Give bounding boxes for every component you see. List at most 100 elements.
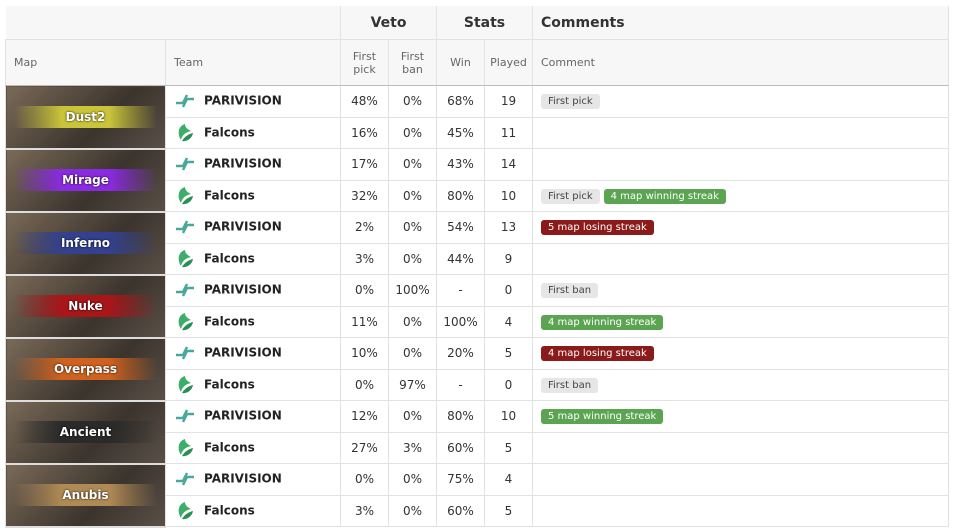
table-body: Dust2 PARIVISION 48% 0% 68% 19 First pick Falco… — [5, 85, 949, 528]
team-name: PARIVISION — [204, 282, 282, 297]
team-row: Falcons 3% 0% 60% 5 — [6, 494, 949, 527]
stat-cell: 16% — [340, 116, 389, 149]
team-logo — [176, 346, 194, 360]
team-cell: PARIVISION — [165, 463, 341, 496]
team-name: PARIVISION — [204, 219, 282, 234]
team-row: Falcons 27% 3% 60% 5 — [6, 431, 949, 464]
stat-cell: 0% — [388, 494, 437, 527]
comment-tag: 4 map winning streak — [603, 188, 726, 204]
comment-tag: First pick — [541, 94, 600, 110]
team-name: Falcons — [204, 188, 255, 203]
stat-cell: 12% — [340, 400, 389, 433]
stat-cell: 45% — [436, 116, 485, 149]
team-logo — [176, 220, 194, 234]
comment-tag: 4 map winning streak — [541, 314, 664, 330]
stat-cell: 0% — [340, 463, 389, 496]
stat-cell: 100% — [388, 274, 437, 307]
stat-cell: 2% — [340, 211, 389, 244]
map-name: Anubis — [6, 484, 165, 506]
team-row: Mirage PARIVISION 17% 0% 43% 14 — [5, 148, 949, 213]
team-logo — [178, 501, 193, 519]
team-logo — [178, 186, 193, 204]
header-cell: Comments — [532, 6, 949, 40]
team-name: Falcons — [204, 377, 255, 392]
header-row: Veto Stats Comments — [5, 6, 949, 40]
team-cell: PARIVISION — [165, 400, 341, 433]
stat-cell: 0% — [388, 116, 437, 149]
team-row: Ancient PARIVISION 12% 0% 80% 10 5 map winning… — [5, 400, 949, 465]
stat-cell: 4 — [484, 305, 533, 338]
map-cell: Dust2 — [5, 85, 166, 150]
stat-cell: 0% — [340, 368, 389, 401]
stat-cell: 0% — [388, 148, 437, 181]
stat-cell: 0 — [484, 368, 533, 401]
team-name: PARIVISION — [204, 345, 282, 360]
map-name: Overpass — [6, 358, 165, 380]
team-name: Falcons — [204, 314, 255, 329]
comment-cell — [532, 242, 949, 275]
comment-tag: First ban — [541, 377, 599, 393]
comment-cell — [532, 148, 949, 181]
team-logo — [178, 123, 193, 141]
team-row: Falcons 16% 0% 45% 11 — [6, 116, 949, 149]
team-cell: PARIVISION — [165, 85, 341, 118]
map-cell: Anubis — [5, 463, 166, 528]
team-cell: Falcons — [165, 305, 341, 338]
team-row: Falcons 0% 97% -0 First ban — [6, 368, 949, 401]
stat-cell: 17% — [340, 148, 389, 181]
stat-cell: 54% — [436, 211, 485, 244]
stat-cell: 5 — [484, 431, 533, 464]
stat-cell: 3% — [388, 431, 437, 464]
comment-cell: First ban — [532, 274, 949, 307]
team-row: Dust2 PARIVISION 48% 0% 68% 19 First pick — [5, 85, 949, 150]
team-cell: PARIVISION — [165, 274, 341, 307]
stat-cell: - — [436, 274, 485, 307]
team-name: PARIVISION — [204, 408, 282, 423]
stat-cell: 9 — [484, 242, 533, 275]
stat-cell: 100% — [436, 305, 485, 338]
map-name: Nuke — [6, 295, 165, 317]
comment-cell — [532, 116, 949, 149]
team-row: Falcons 11% 0% 100% 4 4 map winning streak — [6, 305, 949, 338]
map-name: Ancient — [6, 421, 165, 443]
stat-cell: 80% — [436, 179, 485, 212]
stat-cell: 10% — [340, 337, 389, 370]
map-cell: Inferno — [5, 211, 166, 276]
comment-cell: 4 map losing streak — [532, 337, 949, 370]
header-cell: First ban — [388, 39, 437, 86]
header-cell: Played — [484, 39, 533, 86]
stat-cell: 68% — [436, 85, 485, 118]
stat-cell: 0% — [388, 85, 437, 118]
team-cell: Falcons — [165, 431, 341, 464]
map-name: Dust2 — [6, 105, 165, 128]
team-logo — [178, 438, 193, 456]
team-cell: PARIVISION — [165, 211, 341, 244]
stat-cell: 44% — [436, 242, 485, 275]
stat-cell: 60% — [436, 494, 485, 527]
header-cell: Stats — [436, 6, 533, 40]
stat-cell: 10 — [484, 400, 533, 433]
comment-tag: 4 map losing streak — [541, 346, 654, 362]
header-blank — [5, 6, 341, 40]
stat-cell: 0% — [388, 305, 437, 338]
stat-cell: 27% — [340, 431, 389, 464]
team-logo — [178, 249, 193, 267]
team-row: Nuke PARIVISION 0% 100% -0 First ban — [5, 274, 949, 339]
team-row: Anubis PARIVISION 0% 0% 75% 4 — [5, 463, 949, 528]
stat-cell: 3% — [340, 242, 389, 275]
team-name: Falcons — [204, 251, 255, 266]
comment-tag: First ban — [541, 283, 599, 299]
map-cell: Nuke — [5, 274, 166, 339]
stat-cell: 4 — [484, 463, 533, 496]
stat-cell: 5 — [484, 337, 533, 370]
comment-cell: 5 map winning streak — [532, 400, 949, 433]
team-name: PARIVISION — [204, 93, 282, 108]
team-logo — [176, 472, 194, 486]
comment-cell: 5 map losing streak — [532, 211, 949, 244]
team-cell: Falcons — [165, 116, 341, 149]
stat-cell: 3% — [340, 494, 389, 527]
team-cell: Falcons — [165, 368, 341, 401]
team-name: Falcons — [204, 503, 255, 518]
map-name: Mirage — [6, 169, 165, 191]
